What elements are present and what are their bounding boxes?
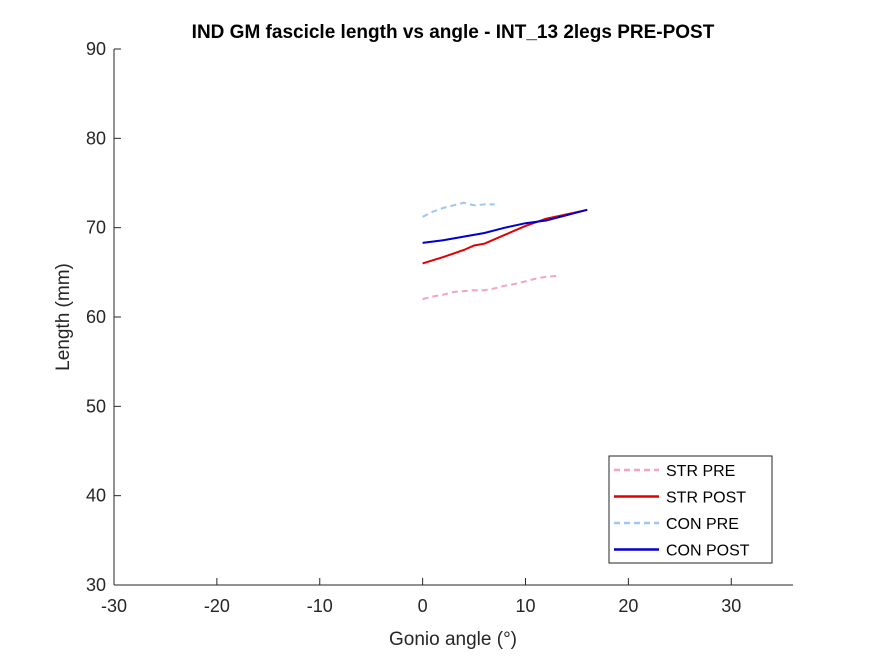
series-line-con-pre <box>422 201 495 218</box>
legend-label: STR PRE <box>666 463 735 480</box>
y-tick-label: 30 <box>86 575 106 595</box>
x-tick-label: 20 <box>618 596 638 616</box>
y-tick-label: 40 <box>86 486 106 506</box>
plot-area: -30 -20 -10 0 10 20 30 30 40 50 60 70 80 90 <box>86 39 793 616</box>
legend-box <box>608 455 773 564</box>
chart-title: IND GM fascicle length vs angle - INT_13… <box>192 22 715 43</box>
series-line-str-pre <box>422 274 557 301</box>
y-tick-label: 50 <box>86 396 106 416</box>
series-line-con-post <box>422 208 588 244</box>
x-tick-label: -10 <box>307 596 333 616</box>
axes-layer: -30 -20 -10 0 10 20 30 30 40 50 60 70 80 90 <box>86 39 793 616</box>
x-tick-label: 10 <box>515 596 535 616</box>
legend-label: STR POST <box>666 490 746 507</box>
x-tick-label: -20 <box>204 596 230 616</box>
legend-label: CON POST <box>666 543 750 560</box>
x-tick-label: -30 <box>101 596 127 616</box>
series-layer <box>422 201 588 301</box>
x-tick-label: 0 <box>418 596 428 616</box>
x-tick-label: 30 <box>721 596 741 616</box>
y-tick-label: 80 <box>86 128 106 148</box>
series-line-str-post <box>422 208 588 265</box>
x-axis-label: Gonio angle (°) <box>389 629 517 650</box>
legend: STR PRE STR POST CON PRE CON POST <box>608 455 773 564</box>
legend-label: CON PRE <box>666 516 739 533</box>
y-axis-label: Length (mm) <box>53 263 74 371</box>
y-tick-label: 90 <box>86 39 106 59</box>
y-tick-label: 70 <box>86 218 106 238</box>
y-tick-label: 60 <box>86 307 106 327</box>
